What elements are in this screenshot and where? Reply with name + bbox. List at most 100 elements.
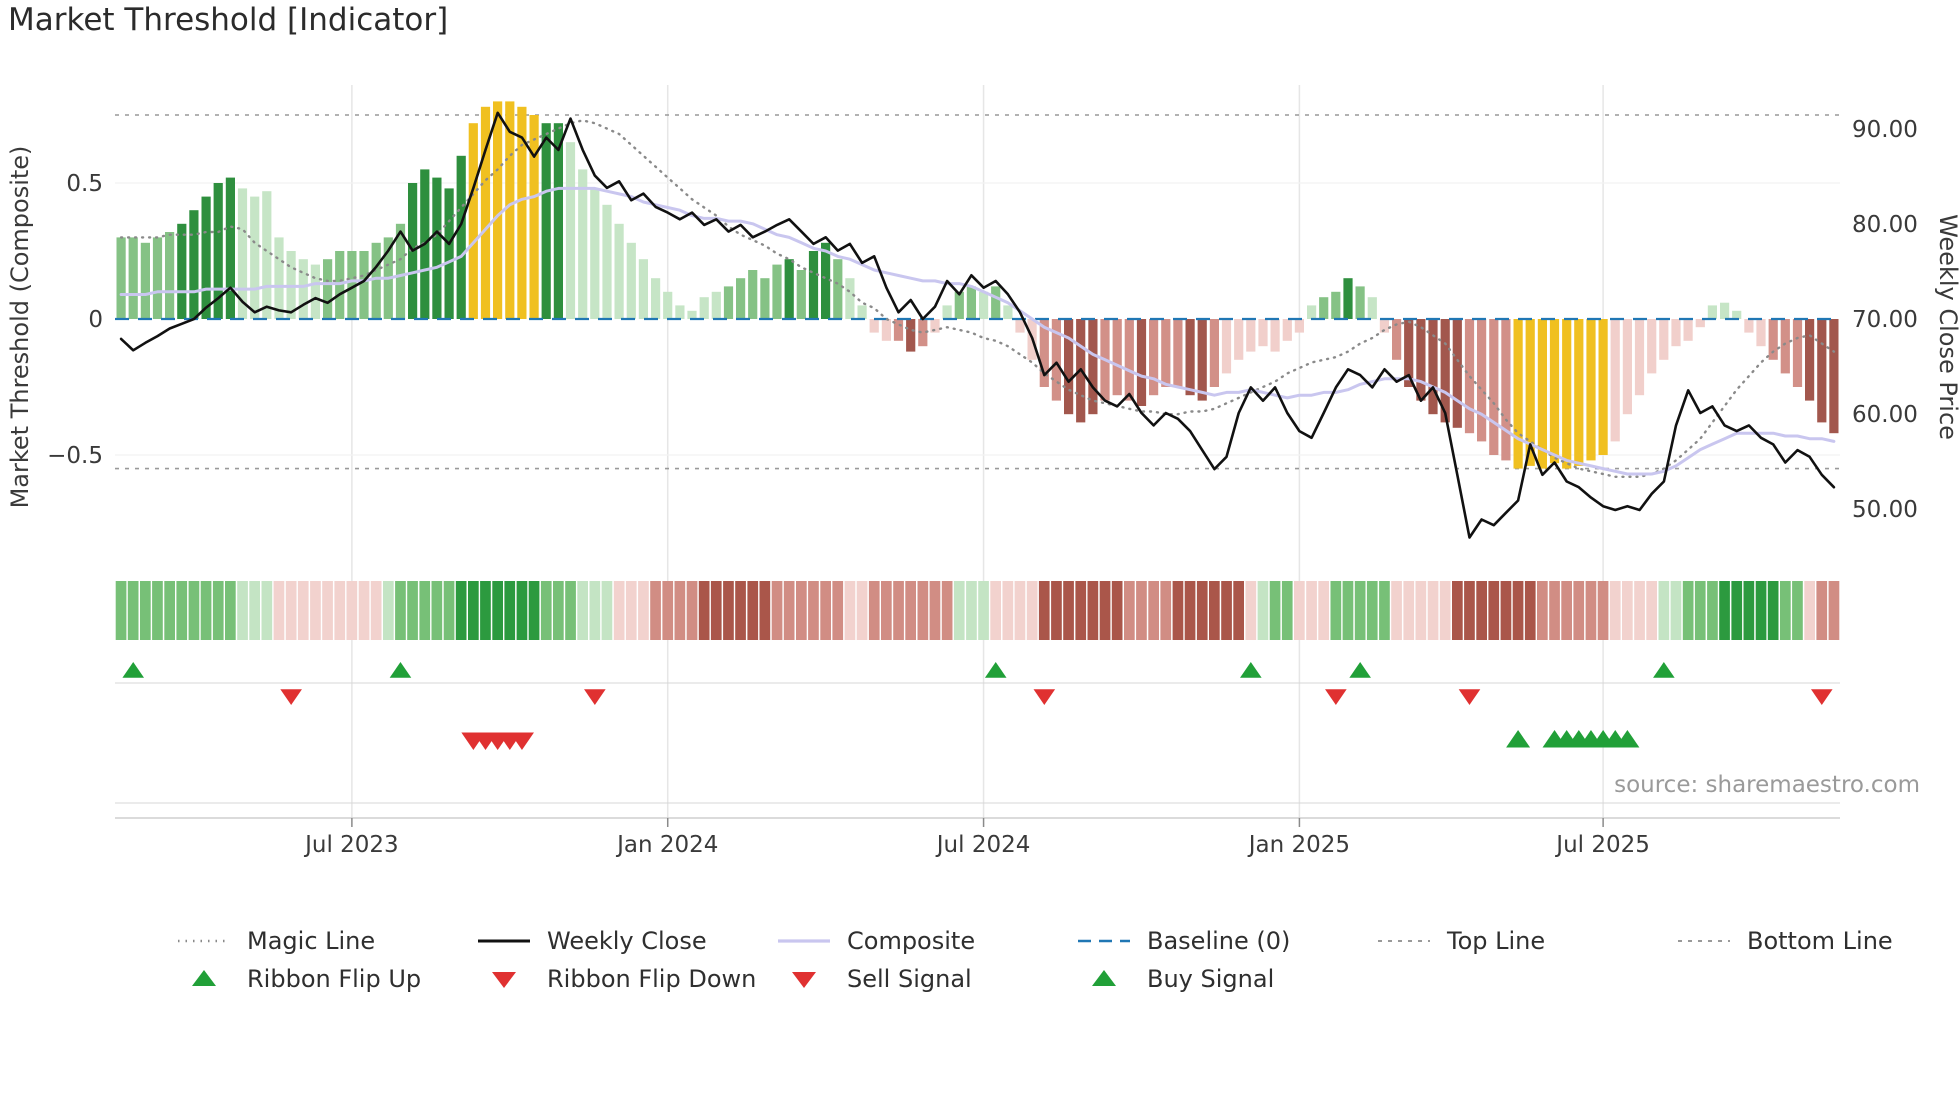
legend-item-bottom-line: Bottom Line (1675, 927, 1960, 955)
composite-bar (1307, 305, 1317, 319)
composite-bar (1537, 319, 1547, 469)
composite-bar (626, 242, 636, 319)
left-axis-tick-label: 0 (88, 307, 103, 333)
ribbon-cell (589, 581, 601, 640)
composite-bar (1683, 319, 1693, 341)
right-axis-title: Weekly Close Price (1934, 214, 1960, 440)
composite-bar (1659, 319, 1669, 360)
legend-swatch-ribbon-flip-up-icon (192, 970, 216, 986)
composite-bar (444, 188, 454, 319)
left-axis-tick-label: −0.5 (47, 443, 103, 469)
ribbon-cell (1500, 581, 1512, 640)
composite-bar (565, 142, 576, 319)
ribbon-cell (1136, 581, 1147, 640)
composite-bar (140, 242, 150, 319)
ribbon-cell (820, 581, 831, 640)
legend-label-composite: Composite (847, 927, 976, 955)
ribbon-cell (140, 581, 151, 640)
ribbon-cell (966, 581, 977, 640)
right-axis-tick-label: 50.00 (1852, 497, 1918, 523)
ribbon-cell (832, 581, 844, 640)
ribbon-cell (395, 581, 406, 640)
ribbon-cell (1476, 581, 1487, 640)
composite-bar (1452, 319, 1462, 428)
composite-bar (250, 196, 260, 319)
ribbon-cell (929, 581, 941, 640)
composite-bar (808, 251, 819, 319)
ribbon-cell (1051, 581, 1062, 640)
legend-swatch-magic-line (178, 939, 230, 943)
composite-bar (651, 278, 661, 319)
ribbon-cell (953, 581, 965, 640)
composite-bar (1647, 319, 1657, 374)
ribbon-cell (1099, 581, 1111, 640)
composite-bar (1671, 319, 1681, 347)
composite-bar (1695, 319, 1705, 328)
ribbon-cell (783, 581, 795, 640)
ribbon-cell (917, 581, 929, 640)
right-axis-tick-label: 90.00 (1852, 117, 1918, 143)
composite-bar (541, 123, 551, 319)
ribbon-cell (383, 581, 394, 640)
composite-bar (359, 251, 369, 319)
composite-bar (833, 259, 843, 319)
composite-bar (772, 264, 782, 319)
ribbon-cell (1439, 581, 1451, 640)
legend-row-lines: Magic Line Weekly Close Composite Baseline … (175, 921, 1960, 961)
ribbon-cell (1330, 581, 1342, 640)
composite-bar (906, 319, 916, 352)
ribbon-cell (662, 581, 674, 640)
legend-item-ribbon-flip-up: Ribbon Flip Up (175, 965, 475, 993)
ribbon-cell (577, 581, 588, 640)
composite-bar (1501, 319, 1511, 461)
composite-bar (1161, 319, 1171, 387)
legend-item-composite: Composite (775, 927, 1075, 955)
composite-bar (1404, 319, 1414, 387)
composite-bar (590, 188, 600, 319)
composite-bar (1829, 319, 1839, 434)
ribbon-cell (638, 581, 649, 640)
composite-bar (578, 169, 588, 319)
ribbon-cell (808, 581, 819, 640)
ribbon-cell (1269, 581, 1281, 640)
composite-bar (1513, 319, 1523, 469)
composite-bar (1258, 319, 1268, 347)
ribbon-cell (1257, 581, 1269, 640)
composite-bar (1562, 319, 1572, 469)
composite-bar (663, 291, 673, 319)
source-text: source: sharemaestro.com (1614, 772, 1920, 798)
ribbon-cell (492, 581, 503, 640)
composite-bar (857, 305, 867, 319)
composite-bar (1209, 319, 1219, 387)
ribbon-cell (1233, 581, 1244, 640)
buy-signal-markers (1506, 730, 1640, 748)
ribbon-cell (1111, 581, 1123, 640)
composite-bar (1331, 291, 1341, 319)
composite-bar (796, 270, 806, 319)
composite-bar (930, 319, 940, 333)
ribbon-cell (273, 581, 285, 640)
ribbon-cell (1148, 581, 1159, 640)
ribbon-cell (1804, 581, 1815, 640)
ribbon-cell (504, 581, 516, 640)
composite-bar (1367, 297, 1377, 319)
ribbon-cell (650, 581, 661, 640)
legend-swatch-bottom-line (1678, 940, 1730, 942)
ribbon-cell (310, 581, 321, 640)
ribbon-cell (249, 581, 260, 640)
composite-bar (505, 101, 515, 320)
ribbon-cell (115, 581, 127, 640)
ribbon-cell (1561, 581, 1572, 640)
composite-bar (480, 106, 491, 319)
composite-bar (1574, 319, 1584, 466)
ribbon-cell (856, 581, 868, 640)
composite-bar (128, 237, 138, 319)
composite-bar (1124, 319, 1134, 401)
legend-item-weekly-close: Weekly Close (475, 927, 775, 955)
composite-bar (1039, 319, 1049, 387)
composite-bar (942, 305, 952, 319)
ribbon-cell (759, 581, 771, 640)
composite-bar (1489, 319, 1499, 455)
ribbon-cell (1719, 581, 1730, 640)
ribbon-cell (237, 581, 248, 640)
